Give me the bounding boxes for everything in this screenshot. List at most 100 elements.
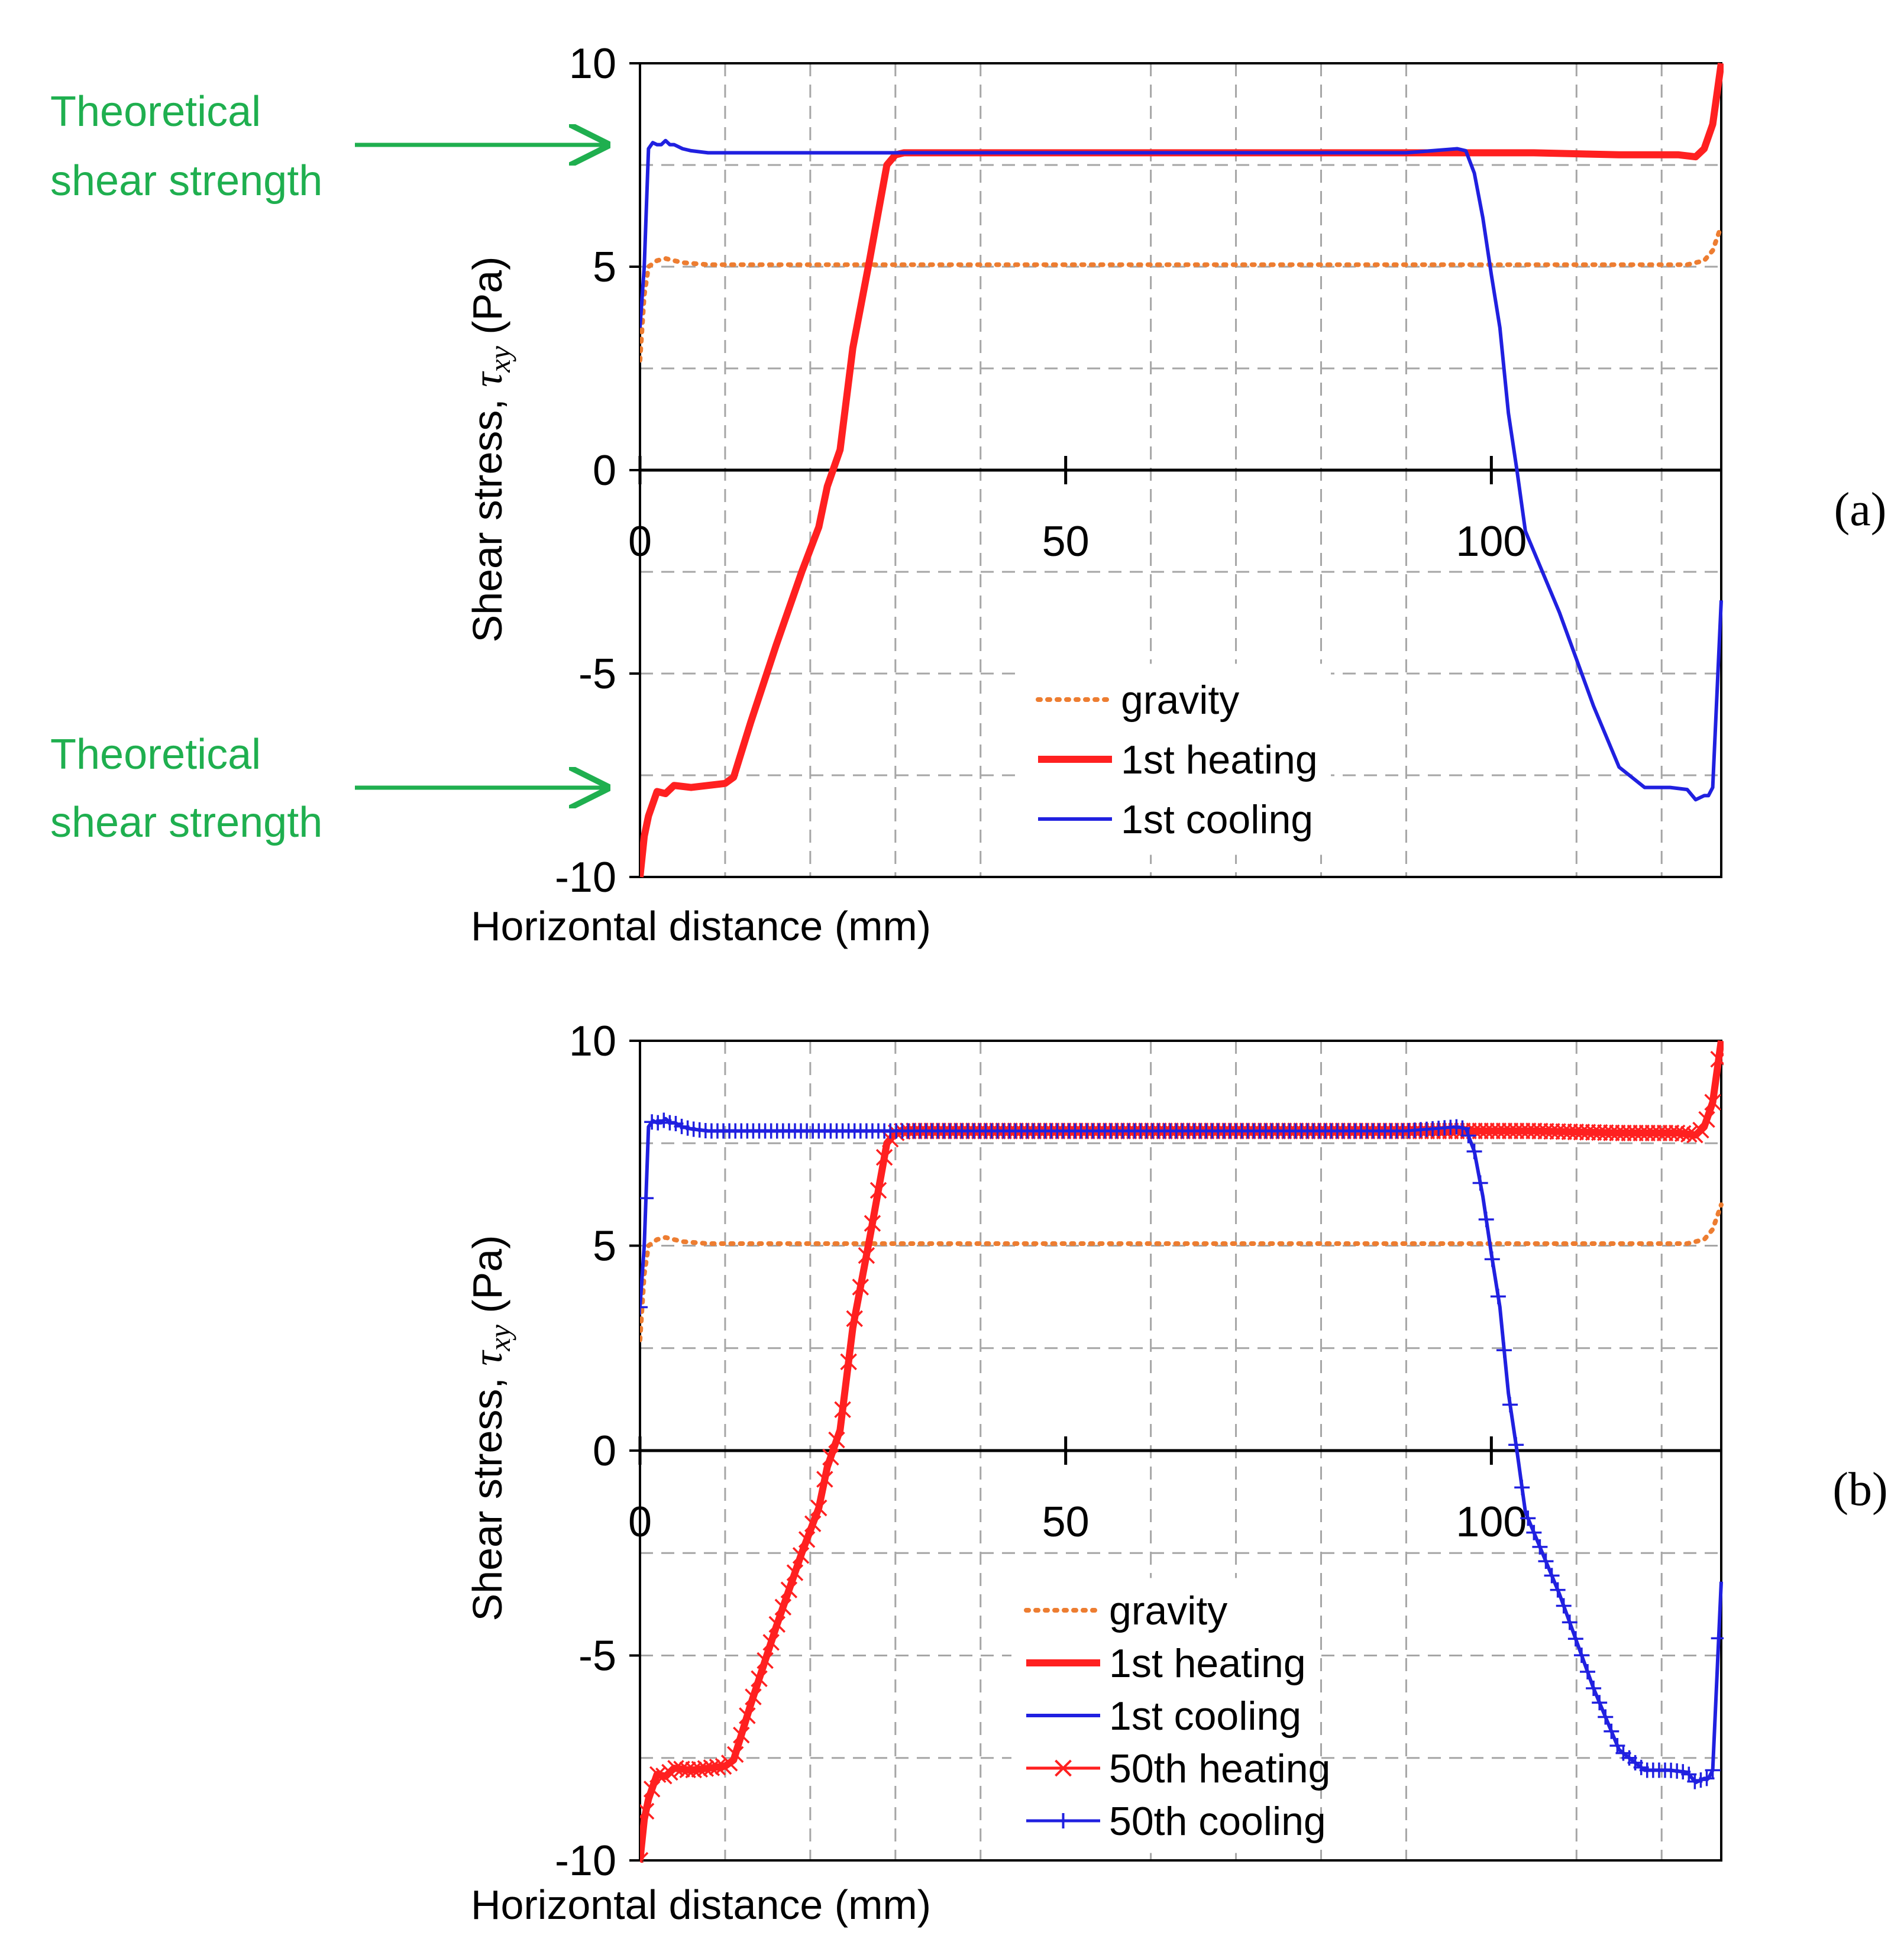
chart-b-marker-plus <box>1699 1771 1715 1786</box>
chart-b-marker-plus <box>1466 1144 1482 1160</box>
chart-b-legend-label: 50th heating <box>1109 1746 1330 1791</box>
panel-a-xlabel: Horizontal distance (mm) <box>471 903 931 949</box>
chart-b-marker-x <box>1507 1122 1525 1140</box>
chart-b-marker-x <box>751 1670 768 1688</box>
chart-b-marker-plus <box>640 1299 648 1315</box>
chart-panel-b: 0 50 100 -10 -5 0 5 10 gravity 1st heating 1st coo… <box>555 1018 1724 1885</box>
chart-b-marker-plus <box>1556 1598 1572 1614</box>
chart-a-ytick-label: -5 <box>578 650 616 698</box>
chart-a-xtick-label: 100 <box>1456 518 1527 565</box>
annotation-top: Theoretical shear strength <box>50 88 606 205</box>
chart-b-marker-x <box>852 1279 869 1296</box>
chart-b-marker-plus <box>1520 1510 1536 1526</box>
chart-b-marker-x <box>810 1499 827 1517</box>
annotation-bottom-line1: Theoretical <box>50 731 261 778</box>
chart-b-legend-marker <box>1055 1813 1071 1828</box>
chart-b-marker-plus <box>1484 1251 1500 1267</box>
chart-b-marker-x <box>640 1802 655 1820</box>
chart-a-ytick-label: -10 <box>555 854 616 901</box>
chart-b-marker-plus <box>1496 1342 1512 1358</box>
chart-a-series-1st-cooling <box>640 138 1723 802</box>
chart-b-marker-x <box>792 1547 810 1564</box>
chart-b-marker-plus <box>1580 1664 1596 1680</box>
chart-b-marker-x <box>1520 1122 1537 1140</box>
chart-b-marker-x <box>816 1471 833 1488</box>
chart-b-marker-x <box>726 1746 744 1763</box>
chart-b-marker-x <box>786 1564 804 1581</box>
chart-b-marker-x <box>1650 1124 1668 1142</box>
chart-b-marker-plus <box>1478 1212 1494 1228</box>
annotation-bottom-line2: shear strength <box>50 799 322 846</box>
chart-b-marker-x <box>864 1215 881 1232</box>
chart-b-marker-x <box>709 1758 726 1776</box>
chart-a-ytick-label: 0 <box>593 447 616 494</box>
chart-b-ytick-label: 0 <box>593 1428 616 1475</box>
annotation-bottom: Theoretical shear strength <box>50 731 606 846</box>
annotation-top-line2: shear strength <box>50 157 322 205</box>
chart-b-marker-x <box>1698 1111 1715 1128</box>
chart-b-marker-plus <box>1711 1630 1724 1646</box>
chart-b-marker-x <box>780 1581 798 1598</box>
chart-b-marker-x <box>640 1852 649 1863</box>
chart-b-marker-x <box>1609 1124 1626 1142</box>
chart-b-marker-x <box>822 1448 839 1466</box>
chart-b-marker-x <box>804 1515 822 1532</box>
chart-b-marker-x <box>1633 1124 1650 1142</box>
chart-a-ytick-label: 5 <box>593 244 616 291</box>
chart-b-marker-x <box>846 1310 863 1328</box>
chart-a-legend-label: 1st heating <box>1121 737 1318 782</box>
chart-b-marker-x <box>1478 1122 1495 1140</box>
chart-b-legend-label: 1st cooling <box>1109 1694 1301 1739</box>
chart-b-marker-x <box>869 1182 887 1199</box>
chart-b-marker-x <box>1615 1124 1632 1142</box>
chart-a-legend-label: 1st cooling <box>1121 797 1313 842</box>
chart-b-marker-x <box>739 1707 756 1724</box>
chart-b-marker-x <box>768 1616 785 1633</box>
chart-b-series-gravity <box>640 1202 1724 1342</box>
chart-a-ytick-label: 10 <box>569 40 616 88</box>
chart-b-marker-x <box>733 1726 750 1744</box>
chart-b-marker-x <box>1489 1122 1507 1140</box>
chart-b-marker-plus <box>1502 1397 1518 1413</box>
chart-b-marker-x <box>828 1431 845 1449</box>
chart-b-marker-plus <box>1562 1614 1577 1630</box>
chart-b-marker-plus <box>640 1190 654 1206</box>
chart-b-marker-x <box>840 1353 857 1371</box>
chart-b-legend-marker <box>1055 1759 1072 1777</box>
chart-b-marker-plus <box>1490 1289 1506 1305</box>
panel-b-xlabel: Horizontal distance (mm) <box>471 1882 931 1928</box>
chart-b-marker-x <box>1680 1125 1698 1143</box>
chart-b-ytick-label: -10 <box>555 1837 616 1885</box>
chart-b-marker-x <box>1644 1124 1662 1142</box>
chart-b-series-group <box>640 1040 1724 1863</box>
chart-a-series-gravity <box>640 224 1724 363</box>
chart-b-xtick-label: 0 <box>628 1498 652 1546</box>
chart-b-legend-label: gravity <box>1109 1588 1227 1633</box>
chart-b-marker-plus <box>1586 1680 1602 1696</box>
chart-a-series-group <box>640 63 1724 878</box>
chart-b-marker-x <box>1483 1122 1501 1140</box>
chart-b-markers-50th-cooling <box>640 1112 1724 1789</box>
chart-b-marker-x <box>1656 1124 1674 1142</box>
chart-b-marker-x <box>757 1652 774 1669</box>
chart-b-marker-x <box>798 1531 816 1548</box>
chart-b-marker-plus <box>1526 1525 1542 1540</box>
chart-b-marker-x <box>834 1401 851 1418</box>
chart-b-marker-plus <box>1598 1709 1614 1725</box>
chart-b-marker-x <box>774 1598 792 1616</box>
panel-a-ylabel: Shear stress, τxy (Pa) <box>464 257 516 643</box>
chart-b-marker-plus <box>1550 1582 1566 1598</box>
chart-b-marker-x <box>745 1688 762 1705</box>
chart-b-ytick-label: 5 <box>593 1223 616 1270</box>
chart-b-marker-plus <box>1705 1762 1721 1778</box>
chart-a-series-1st-heating <box>640 63 1724 878</box>
chart-b-marker-x <box>1501 1122 1519 1140</box>
chart-b-xtick-label: 100 <box>1456 1498 1527 1546</box>
chart-b-marker-plus <box>1544 1568 1560 1584</box>
chart-b-marker-x <box>1627 1124 1644 1142</box>
chart-panel-a: 0 50 100 -10 -5 0 5 10 gravity 1st heating 1st coo… <box>555 40 1724 901</box>
chart-a-legend-label: gravity <box>1121 678 1239 723</box>
panel-b-label: (b) <box>1832 1464 1887 1516</box>
panel-a-label: (a) <box>1834 484 1887 536</box>
chart-b-marker-x <box>1710 1050 1724 1068</box>
